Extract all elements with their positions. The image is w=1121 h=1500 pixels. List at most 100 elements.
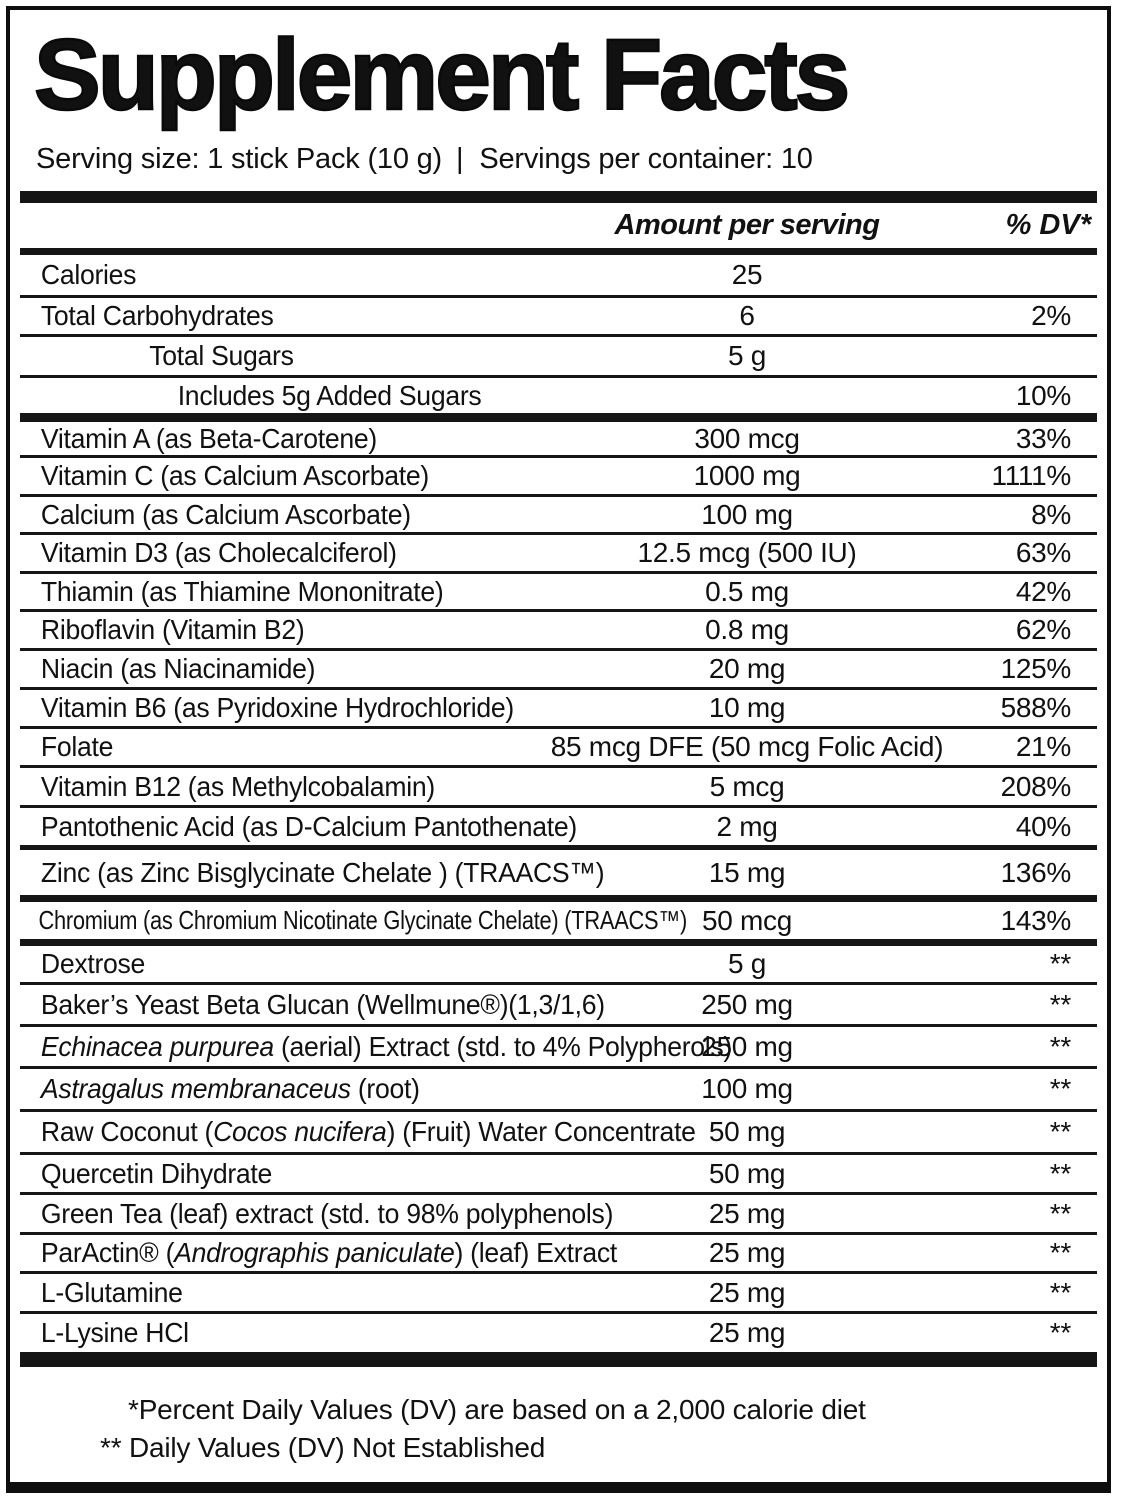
table-row-total-sugars: Total Sugars 5 g (20, 334, 1097, 375)
nutrient-dv: ** (1049, 1317, 1072, 1348)
nutrient-name: Calories (40, 259, 137, 290)
nutrient-dv: 8% (1031, 498, 1071, 530)
top-divider-bar (20, 191, 1097, 203)
table-row-l-glutamine: L-Glutamine 25 mg ** (20, 1271, 1097, 1311)
nutrient-dv: 40% (1015, 810, 1071, 842)
nutrient-dv: ** (1049, 1157, 1072, 1189)
nutrient-dv: 62% (1015, 614, 1071, 645)
nutrient-amount: 300 mcg (694, 422, 800, 454)
nutrient-name: Raw Coconut (Cocos nucifera) (Fruit) Wat… (40, 1116, 696, 1147)
table-row-chromium: Chromium (as Chromium Nicotinate Glycina… (20, 895, 1097, 939)
nutrient-amount: 25 mg (708, 1276, 786, 1308)
nutrient-dv: ** (1049, 1197, 1072, 1229)
nutrient-amount: 15 mg (708, 856, 786, 888)
label-title: Supplement Facts (33, 19, 852, 131)
table-row-thiamin: Thiamin (as Thiamine Mononitrate) 0.5 mg… (20, 571, 1097, 609)
nutrient-amount: 25 mg (708, 1237, 786, 1268)
nutrient-dv: 63% (1015, 537, 1071, 568)
nutrient-name: Total Sugars (149, 340, 294, 371)
nutrient-amount: 25 (731, 259, 763, 290)
table-row-calcium: Calcium (as Calcium Ascorbate) 100 mg 8% (20, 494, 1097, 532)
nutrient-amount: 250 mg (701, 1030, 793, 1062)
nutrient-name: Niacin (as Niacinamide) (40, 653, 316, 684)
nutrient-amount: 10 mg (708, 692, 786, 723)
nutrient-amount: 25 mg (708, 1317, 786, 1348)
column-header-row: Amount per serving % DV* (10, 203, 1107, 248)
nutrient-name: Dextrose (40, 948, 146, 979)
nutrient-dv: 125% (1000, 653, 1072, 684)
nutrient-dv: 208% (1000, 770, 1072, 802)
nutrient-name: Vitamin A (as Beta-Carotene) (40, 422, 377, 454)
footnotes: *Percent Daily Values (DV) are based on … (10, 1367, 1107, 1482)
nutrient-dv: 10% (1015, 379, 1071, 411)
nutrient-name: Echinacea purpurea (aerial) Extract (std… (40, 1030, 733, 1062)
nutrient-amount: 250 mg (701, 988, 793, 1020)
nutrient-name: Baker’s Yeast Beta Glucan (Wellmune®)(1,… (40, 988, 605, 1020)
nutrient-amount: 5 mcg (709, 770, 785, 802)
nutrient-dv: 2% (1031, 300, 1071, 331)
nutrient-name: Includes 5g Added Sugars (177, 379, 482, 411)
serving-info: Serving size: 1 stick Pack (10 g) | Servin… (10, 126, 1107, 176)
nutrient-name: Vitamin C (as Calcium Ascorbate) (40, 460, 429, 491)
table-row-riboflavin: Riboflavin (Vitamin B2) 0.8 mg 62% (20, 609, 1097, 648)
nutrient-dv: 143% (1000, 904, 1072, 936)
servings-per-container-text: Servings per container: 10 (479, 143, 813, 175)
nutrient-name: Folate (40, 731, 114, 762)
table-row-niacin: Niacin (as Niacinamide) 20 mg 125% (20, 648, 1097, 687)
nutrient-amount: 85 mcg DFE (50 mcg Folic Acid) (550, 731, 944, 762)
nutrient-dv: 1111% (991, 460, 1072, 491)
nutrient-dv: 588% (1000, 692, 1072, 723)
footnote-dv-basis: *Percent Daily Values (DV) are based on … (128, 1394, 866, 1425)
nutrient-amount: 25 mg (708, 1197, 786, 1229)
table-row-vitamin-b12: Vitamin B12 (as Methylcobalamin) 5 mcg 2… (20, 765, 1097, 805)
nutrient-name: Vitamin D3 (as Cholecalciferol) (40, 537, 397, 568)
table-row-green-tea-extract: Green Tea (leaf) extract (std. to 98% po… (20, 1192, 1097, 1232)
nutrient-dv: ** (1049, 1073, 1072, 1104)
nutrient-name: Quercetin Dihydrate (40, 1157, 273, 1189)
nutrient-name: Riboflavin (Vitamin B2) (40, 614, 305, 645)
nutrient-name: Zinc (as Zinc Bisglycinate Chelate ) (TR… (40, 856, 605, 888)
nutrient-amount: 12.5 mcg (500 IU) (637, 537, 857, 568)
nutrient-amount: 20 mg (708, 653, 786, 684)
serving-size-text: Serving size: 1 stick Pack (10 g) (36, 143, 442, 175)
nutrient-dv: ** (1049, 1237, 1072, 1268)
nutrient-name: Calcium (as Calcium Ascorbate) (40, 498, 411, 530)
table-row-zinc: Zinc (as Zinc Bisglycinate Chelate ) (TR… (20, 845, 1097, 895)
table-row-l-lysine-hcl: L-Lysine HCl 25 mg ** (20, 1311, 1097, 1352)
nutrient-amount: 100 mg (701, 1073, 793, 1104)
nutrient-dv: ** (1049, 1030, 1072, 1062)
table-row-astragalus-membranaceus: Astragalus membranaceus (root) 100 mg ** (20, 1066, 1097, 1109)
table-row-folate: Folate 85 mcg DFE (50 mcg Folic Acid) 21… (20, 726, 1097, 765)
nutrient-amount: 50 mg (708, 1157, 786, 1189)
nutrient-amount: 2 mg (716, 810, 778, 842)
table-row-quercetin-dihydrate: Quercetin Dihydrate 50 mg ** (20, 1152, 1097, 1192)
table-row-raw-coconut-water-concentrate: Raw Coconut (Cocos nucifera) (Fruit) Wat… (20, 1109, 1097, 1152)
nutrient-amount: 100 mg (701, 498, 793, 530)
nutrient-dv: 33% (1015, 422, 1071, 454)
table-row-vitamin-c: Vitamin C (as Calcium Ascorbate) 1000 mg… (20, 455, 1097, 494)
nutrient-name: Vitamin B12 (as Methylcobalamin) (40, 770, 435, 802)
table-row-vitamin-d3: Vitamin D3 (as Cholecalciferol) 12.5 mcg… (20, 532, 1097, 571)
nutrient-name: Vitamin B6 (as Pyridoxine Hydrochloride) (40, 692, 514, 723)
nutrient-name: L-Glutamine (40, 1276, 183, 1308)
footnote-not-established: ** Daily Values (DV) Not Established (100, 1432, 546, 1463)
nutrient-name: Total Carbohydrates (40, 300, 274, 331)
nutrient-name: Thiamin (as Thiamine Mononitrate) (40, 575, 444, 607)
nutrient-dv: ** (1049, 988, 1072, 1020)
nutrient-dv: ** (1049, 1276, 1072, 1308)
nutrient-amount: 50 mg (708, 1116, 786, 1147)
nutrient-name: Pantothenic Acid (as D-Calcium Pantothen… (40, 810, 577, 842)
table-row-echinacea-purpurea: Echinacea purpurea (aerial) Extract (std… (20, 1024, 1097, 1066)
nutrient-dv: 136% (1000, 856, 1072, 888)
table-row-pantothenic-acid: Pantothenic Acid (as D-Calcium Pantothen… (20, 805, 1097, 845)
table-row-calories: Calories 25 (20, 255, 1097, 295)
nutrient-amount: 6 (739, 300, 755, 331)
nutrient-dv: 42% (1015, 575, 1071, 607)
table-row-bakers-yeast-beta-glucan: Baker’s Yeast Beta Glucan (Wellmune®)(1,… (20, 982, 1097, 1024)
nutrient-amount: 5 g (727, 948, 767, 979)
nutrient-dv: ** (1049, 1116, 1072, 1147)
serving-divider: | (456, 143, 464, 175)
nutrient-amount: 5 g (727, 340, 767, 371)
nutrient-dv: 21% (1015, 731, 1071, 762)
nutrient-amount: 50 mcg (701, 904, 793, 936)
